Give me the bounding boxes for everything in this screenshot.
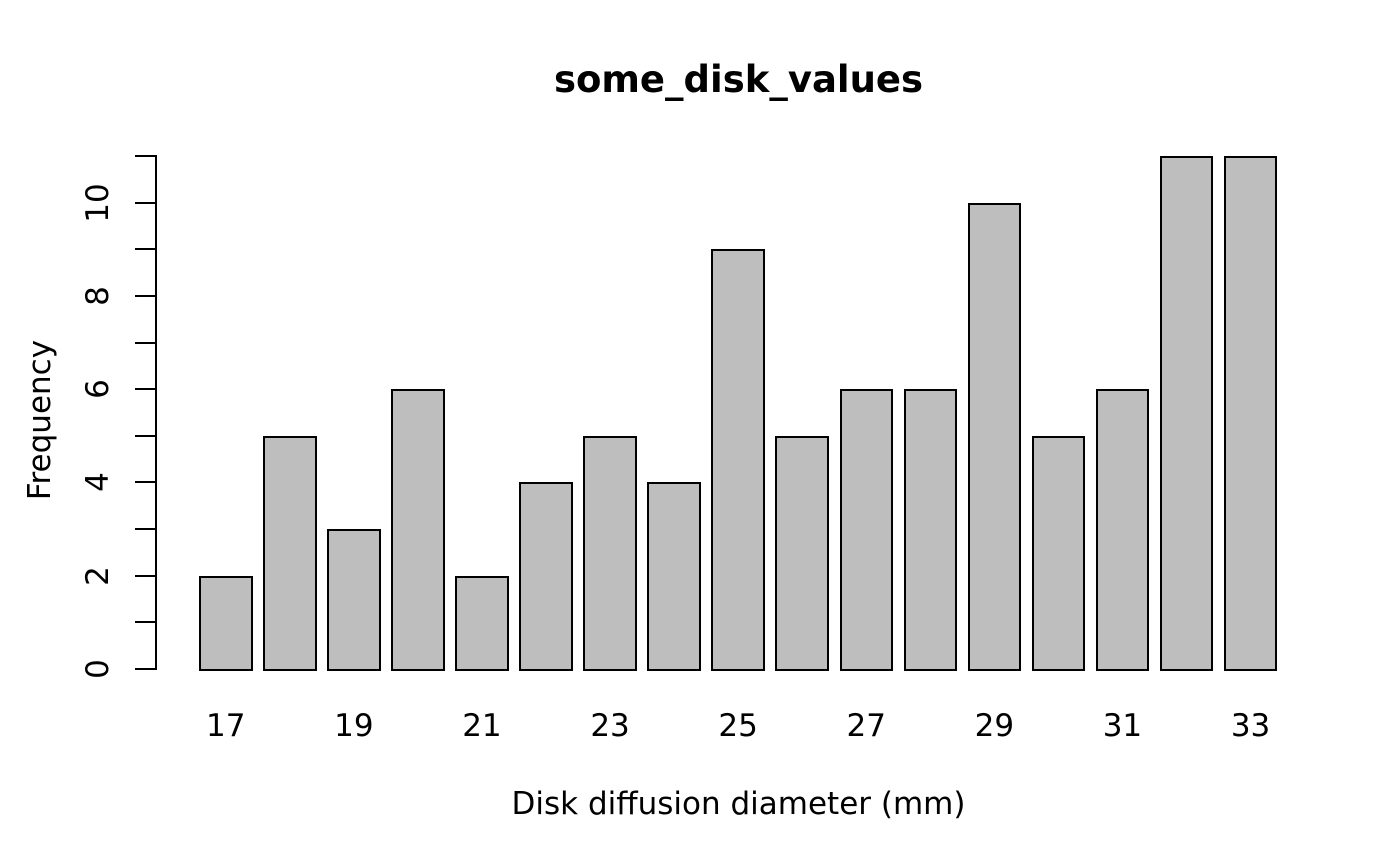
bar (967, 202, 1022, 671)
x-tick-label: 31 (1102, 708, 1143, 744)
bar (775, 435, 829, 671)
bar (519, 482, 573, 671)
bar (1159, 156, 1214, 671)
y-axis-line (155, 155, 157, 670)
y-tick (135, 434, 155, 437)
y-tick (135, 528, 155, 531)
y-tick-label: 10 (80, 182, 116, 223)
y-tick (135, 574, 155, 577)
x-tick-label: 21 (462, 708, 502, 744)
y-tick (135, 201, 155, 204)
bar (455, 575, 509, 671)
bar (1095, 389, 1150, 671)
bar (1223, 156, 1278, 671)
y-tick (135, 294, 155, 297)
x-tick-label: 29 (974, 708, 1015, 744)
bar (583, 435, 637, 671)
y-tick (135, 341, 155, 344)
bar (263, 435, 317, 671)
x-tick-label: 17 (206, 708, 246, 744)
y-tick (135, 621, 155, 624)
x-tick-label: 27 (846, 708, 886, 744)
bar (903, 389, 958, 671)
bar (1031, 435, 1086, 671)
y-tick (135, 155, 155, 157)
x-tick-label: 33 (1230, 708, 1271, 744)
x-tick-label: 19 (334, 708, 374, 744)
bar (647, 482, 701, 671)
y-tick (135, 248, 155, 251)
y-tick-label: 6 (80, 379, 116, 400)
bar (199, 575, 253, 671)
y-tick-label: 0 (80, 659, 116, 679)
chart-title: some_disk_values (553, 58, 924, 101)
x-tick-label: 25 (718, 708, 758, 744)
y-axis-label: Frequency (22, 339, 58, 501)
y-tick (135, 481, 155, 484)
y-tick-label: 2 (80, 565, 116, 586)
bar (711, 249, 765, 671)
y-tick-label: 4 (80, 472, 116, 493)
y-tick (135, 388, 155, 391)
bar (839, 389, 893, 671)
y-tick-label: 8 (80, 286, 116, 306)
bar (391, 389, 445, 671)
y-tick (135, 668, 155, 670)
bar (327, 529, 381, 671)
x-axis-label: Disk diffusion diameter (mm) (511, 786, 966, 822)
x-tick-label: 23 (590, 708, 630, 744)
